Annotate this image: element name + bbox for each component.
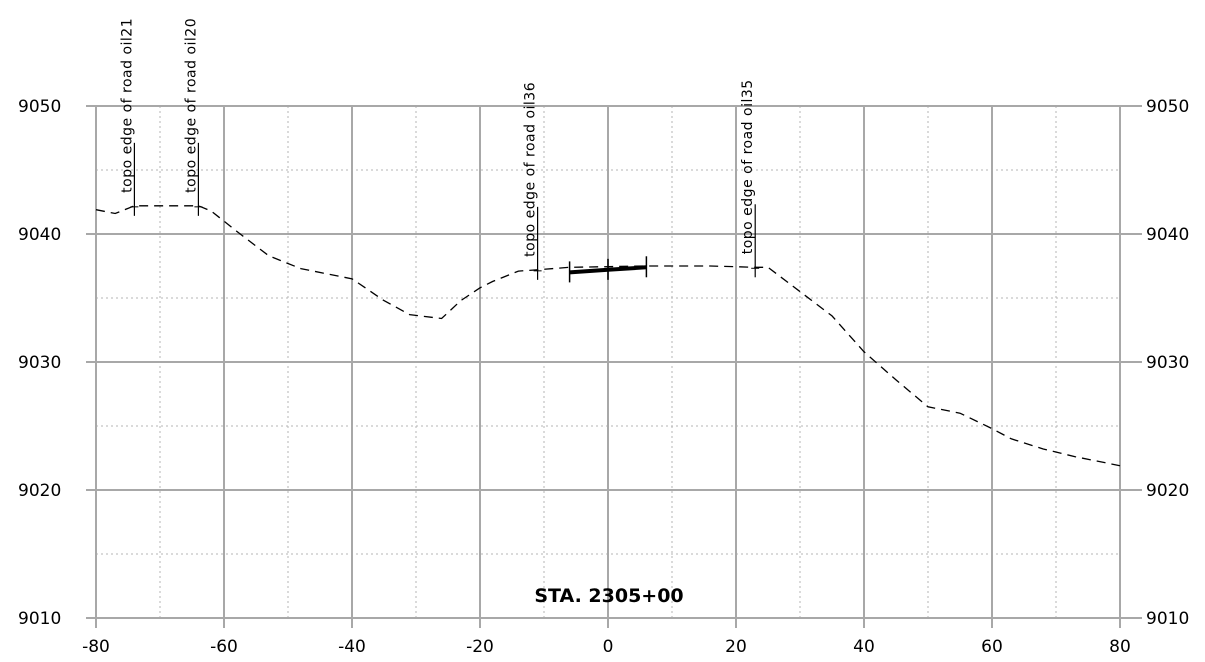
y-tick-label-left: 9040: [18, 225, 61, 245]
annotation-label: topo edge of road oil21: [119, 18, 135, 193]
annotation: topo edge of road oil21: [119, 18, 139, 216]
y-tick-label-right: 9050: [1146, 97, 1189, 117]
y-axis-right: 9010 9020 9030 9040 9050: [1146, 97, 1189, 629]
station-label: STA. 2305+00: [534, 585, 683, 607]
y-tick-label-right: 9040: [1146, 225, 1189, 245]
annotation: topo edge of road oil20: [183, 18, 203, 216]
x-tick-label: -80: [82, 637, 110, 657]
y-tick-label-left: 9020: [18, 481, 61, 501]
profile-series: [95, 205, 1121, 467]
x-tick-label: 40: [853, 637, 875, 657]
y-tick-label-left: 9050: [18, 97, 61, 117]
annotation-label: topo edge of road oil35: [740, 79, 756, 254]
y-tick-label-left: 9010: [18, 609, 61, 629]
y-tick-label-right: 9020: [1146, 481, 1189, 501]
x-tick-label: 60: [981, 637, 1003, 657]
x-tick-label: 0: [603, 637, 614, 657]
x-tick-label: -40: [338, 637, 366, 657]
annotation-label: topo edge of road oil20: [183, 18, 199, 193]
annotation: topo edge of road oil36: [523, 82, 542, 280]
existing-ground-line: [95, 205, 1121, 467]
annotations: topo edge of road oil21 topo edge of road…: [119, 18, 760, 280]
annotation-label: topo edge of road oil36: [523, 82, 539, 257]
x-tick-label: -20: [466, 637, 494, 657]
y-axis-left: 9010 9020 9030 9040 9050: [18, 97, 61, 629]
annotation: topo edge of road oil35: [740, 79, 760, 278]
y-tick-label-left: 9030: [18, 353, 61, 373]
y-tick-label-right: 9030: [1146, 353, 1189, 373]
x-tick-label: 80: [1109, 637, 1131, 657]
y-tick-label-right: 9010: [1146, 609, 1189, 629]
x-tick-label: -60: [210, 637, 238, 657]
major-grid: [86, 105, 1142, 628]
x-axis: -80 -60 -40 -20 0 20 40 60 80: [82, 637, 1131, 657]
x-tick-label: 20: [725, 637, 747, 657]
